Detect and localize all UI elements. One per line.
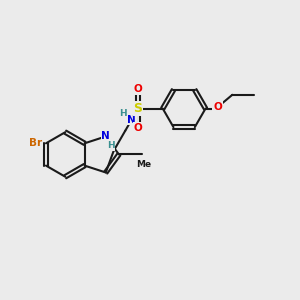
Text: N: N	[101, 131, 110, 141]
Text: H: H	[120, 109, 127, 118]
Text: H: H	[107, 141, 115, 150]
Text: O: O	[134, 123, 142, 133]
Text: S: S	[134, 102, 142, 115]
Text: O: O	[134, 84, 142, 94]
Text: O: O	[213, 102, 222, 112]
Text: N: N	[127, 115, 136, 124]
Text: Br: Br	[29, 138, 42, 148]
Text: Me: Me	[136, 160, 151, 169]
